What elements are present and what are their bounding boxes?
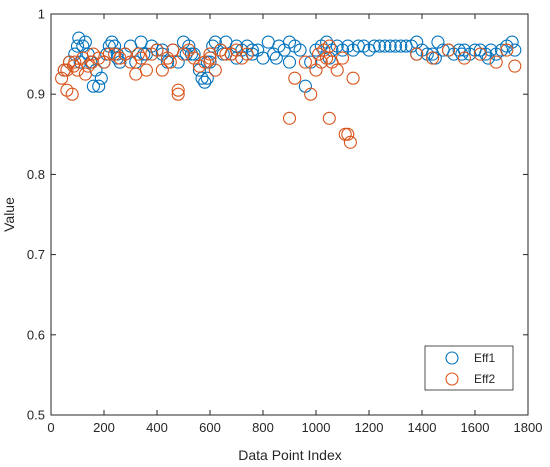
y-tick-label: 1 — [38, 7, 45, 22]
data-point-eff1 — [195, 71, 209, 85]
data-point-eff1 — [137, 47, 151, 61]
data-point-eff2 — [62, 55, 77, 69]
data-point-eff1 — [293, 43, 307, 57]
legend-box — [424, 345, 514, 391]
data-point-eff2 — [441, 43, 456, 57]
x-tick-label: 1000 — [302, 420, 331, 435]
data-point-eff1 — [428, 51, 442, 65]
legend-label-eff1: Eff1 — [474, 351, 495, 365]
data-point-eff2 — [203, 47, 217, 61]
data-point-eff1 — [388, 39, 403, 53]
data-point-eff2 — [66, 59, 81, 73]
data-point-eff2 — [410, 47, 424, 61]
data-point-eff2 — [426, 51, 440, 65]
data-point-eff2 — [343, 135, 357, 149]
data-point-eff2 — [131, 47, 145, 61]
data-point-eff1 — [378, 39, 392, 53]
plot-frame — [50, 13, 529, 416]
data-point-eff1 — [508, 43, 522, 57]
data-point-eff2 — [473, 47, 487, 61]
data-point-eff2 — [203, 51, 217, 65]
y-tick-label: 0.9 — [27, 87, 45, 102]
data-point-eff1 — [373, 39, 387, 53]
y-tick-label: 0.8 — [27, 167, 45, 182]
data-point-eff1 — [383, 39, 397, 53]
data-point-eff2 — [155, 63, 169, 77]
data-point-eff1 — [394, 39, 408, 53]
data-point-eff2 — [322, 39, 336, 53]
data-point-eff1 — [282, 55, 297, 69]
series-eff2 — [55, 39, 522, 149]
y-tick-label: 0.6 — [27, 327, 45, 342]
data-point-eff1 — [269, 51, 283, 65]
data-point-eff2 — [65, 87, 79, 101]
data-point-eff1 — [110, 47, 124, 61]
x-tick-label: 600 — [199, 420, 221, 435]
data-point-eff2 — [341, 127, 355, 141]
data-point-eff2 — [282, 111, 297, 125]
data-point-eff1 — [455, 47, 469, 61]
data-point-eff1 — [481, 51, 495, 65]
y-axis-label: Value — [1, 197, 17, 232]
data-point-eff2 — [150, 43, 164, 57]
data-point-eff2 — [489, 55, 503, 69]
data-point-eff2 — [508, 59, 522, 73]
data-point-eff2 — [322, 111, 336, 125]
data-point-eff2 — [60, 63, 74, 77]
data-point-eff2 — [240, 47, 254, 61]
legend-marker-eff2 — [445, 372, 459, 386]
data-point-eff1 — [78, 35, 92, 49]
x-tick-label: 0 — [47, 420, 54, 435]
data-point-eff1 — [94, 71, 108, 85]
data-point-eff2 — [288, 71, 302, 85]
data-point-eff2 — [346, 71, 360, 85]
x-tick-label: 800 — [252, 420, 274, 435]
data-point-eff2 — [171, 83, 185, 97]
data-point-eff1 — [184, 47, 199, 61]
y-tick-label: 0.7 — [27, 247, 45, 262]
data-point-eff1 — [367, 39, 381, 53]
data-point-eff2 — [304, 87, 318, 101]
data-point-eff1 — [200, 71, 214, 85]
data-point-eff2 — [139, 63, 153, 77]
data-point-eff2 — [457, 51, 471, 65]
x-tick-label: 1800 — [514, 420, 543, 435]
data-point-eff1 — [179, 47, 193, 61]
data-point-eff1 — [198, 75, 212, 89]
data-point-eff2 — [78, 67, 92, 81]
x-tick-label: 200 — [93, 420, 115, 435]
x-tick-label: 1600 — [461, 420, 490, 435]
y-tick-label: 0.5 — [27, 408, 45, 423]
x-tick-label: 400 — [146, 420, 168, 435]
ticks-layer: 0 200 400 600 800 1000 1200 1400 1600 1800 0.5 0.6 0… — [27, 7, 543, 436]
data-point-eff2 — [335, 51, 350, 65]
data-point-eff2 — [163, 55, 177, 69]
data-point-eff2 — [171, 87, 185, 101]
legend-marker-eff1 — [445, 351, 459, 365]
data-point-eff1 — [70, 39, 85, 53]
data-point-eff2 — [85, 55, 99, 69]
data-point-eff2 — [500, 43, 514, 57]
data-point-eff2 — [330, 63, 344, 77]
data-point-eff2 — [81, 59, 95, 73]
x-axis-label: Data Point Index — [238, 447, 342, 463]
data-point-eff2 — [298, 55, 312, 69]
data-point-eff1 — [92, 79, 106, 93]
x-tick-label: 1400 — [408, 420, 437, 435]
data-point-eff1 — [206, 39, 220, 53]
data-point-eff1 — [86, 79, 100, 93]
legend-label-eff2: Eff2 — [474, 372, 495, 386]
x-tick-label: 1200 — [355, 420, 384, 435]
legend: Eff1 Eff2 — [424, 345, 514, 391]
data-point-eff1 — [72, 31, 86, 45]
points-layer — [55, 31, 522, 149]
data-point-eff2 — [208, 63, 222, 77]
